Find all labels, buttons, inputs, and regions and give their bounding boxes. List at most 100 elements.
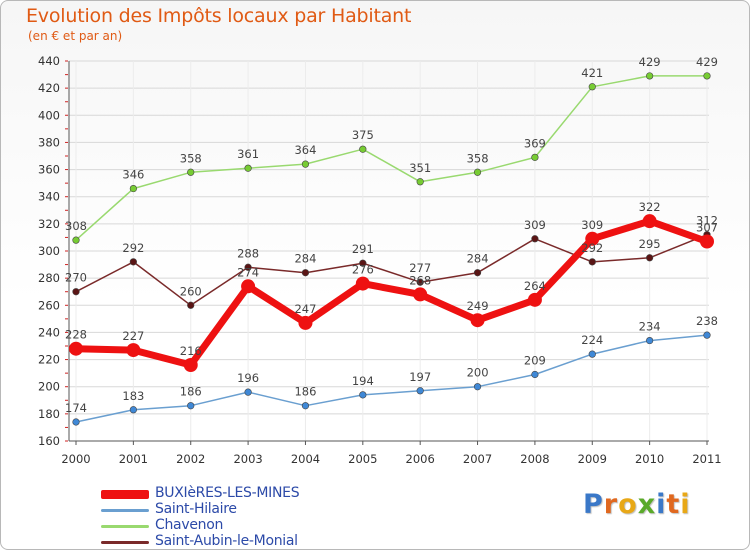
legend-label: Saint-Hilaire	[155, 501, 237, 517]
data-point	[72, 288, 80, 296]
data-point	[355, 276, 370, 291]
legend-swatch	[101, 524, 149, 528]
data-label: 421	[581, 66, 603, 80]
x-tick-label: 2011	[692, 452, 721, 466]
data-label: 216	[180, 344, 202, 358]
y-tick-label: 380	[38, 135, 60, 149]
data-point	[187, 301, 195, 309]
data-label: 234	[639, 320, 661, 334]
data-point	[470, 313, 485, 328]
data-label: 375	[352, 128, 374, 142]
y-tick-label: 340	[38, 190, 60, 204]
brand-letter: t	[666, 489, 681, 520]
data-point	[646, 72, 654, 80]
x-tick-label: 2005	[348, 452, 377, 466]
y-tick-label: 240	[38, 325, 60, 339]
series-line-2	[75, 75, 708, 241]
data-label: 186	[180, 385, 202, 399]
brand-letter: i	[656, 489, 667, 520]
data-point	[298, 315, 313, 330]
data-label: 309	[524, 218, 546, 232]
data-label: 364	[294, 143, 316, 157]
data-label: 174	[65, 401, 87, 415]
data-point	[69, 341, 83, 356]
x-tick-label: 2000	[61, 452, 90, 466]
data-label: 308	[65, 219, 87, 233]
data-label: 361	[237, 147, 259, 161]
data-label: 200	[467, 366, 489, 380]
data-point	[416, 278, 424, 286]
data-label: 346	[122, 168, 144, 182]
data-label: 277	[409, 261, 431, 275]
data-point	[187, 402, 195, 410]
data-point	[416, 178, 424, 186]
data-label: 284	[294, 252, 316, 266]
data-label: 358	[467, 151, 489, 165]
y-tick-label: 360	[38, 163, 60, 177]
data-label: 429	[696, 55, 718, 69]
y-tick-label: 180	[38, 407, 60, 421]
data-label: 292	[581, 241, 603, 255]
legend-swatch	[101, 489, 149, 499]
y-tick-label: 160	[38, 434, 60, 448]
data-label: 270	[65, 271, 87, 285]
proxiti-logo: Proxiti	[583, 489, 691, 520]
data-point	[473, 383, 482, 391]
legend-swatch	[101, 508, 149, 512]
x-tick-label: 2008	[520, 452, 549, 466]
data-point	[473, 168, 482, 176]
data-point	[359, 391, 367, 399]
brand-letter: i	[680, 489, 691, 520]
series-line-0	[72, 217, 711, 369]
data-point	[473, 269, 482, 277]
data-label: 284	[467, 252, 489, 266]
y-tick-label: 260	[38, 298, 60, 312]
data-label: 249	[467, 299, 489, 313]
data-point	[129, 406, 137, 414]
series-line-1	[75, 334, 708, 423]
data-label: 227	[122, 329, 144, 343]
data-point	[703, 331, 711, 339]
data-label: 276	[352, 263, 374, 277]
data-label: 307	[696, 221, 718, 235]
data-point	[646, 336, 654, 345]
data-point	[588, 350, 596, 358]
data-label: 238	[696, 314, 718, 328]
x-tick-label: 2001	[119, 452, 148, 466]
data-point	[359, 259, 367, 267]
data-point	[531, 235, 539, 243]
data-point	[241, 279, 256, 294]
data-label: 264	[524, 279, 546, 293]
x-tick-label: 2003	[233, 452, 262, 466]
data-point	[301, 402, 310, 410]
data-point	[72, 236, 80, 244]
legend-label: Saint-Aubin-le-Monial	[155, 533, 298, 549]
data-label: 228	[65, 328, 87, 342]
data-label: 224	[581, 333, 603, 347]
data-point	[301, 160, 310, 168]
data-label: 268	[409, 273, 431, 287]
data-label: 351	[409, 161, 431, 175]
data-label: 194	[352, 374, 374, 388]
data-label: 358	[180, 151, 202, 165]
series-line-3	[75, 233, 708, 307]
x-tick-label: 2002	[176, 452, 205, 466]
legend-label: Chavenon	[155, 517, 224, 533]
data-point	[244, 263, 252, 271]
data-label: 183	[122, 389, 144, 403]
x-tick-label: 2006	[406, 452, 435, 466]
data-point	[703, 72, 711, 80]
data-point	[416, 387, 424, 395]
data-label: 291	[352, 242, 374, 256]
y-tick-label: 300	[38, 244, 60, 258]
brand-letter: P	[583, 489, 604, 520]
data-point	[244, 164, 252, 172]
data-point	[531, 153, 539, 161]
data-label: 196	[237, 371, 259, 385]
data-label: 186	[294, 385, 316, 399]
brand-letter: r	[603, 489, 619, 520]
x-tick-label: 2010	[635, 452, 664, 466]
data-label: 369	[524, 136, 546, 150]
